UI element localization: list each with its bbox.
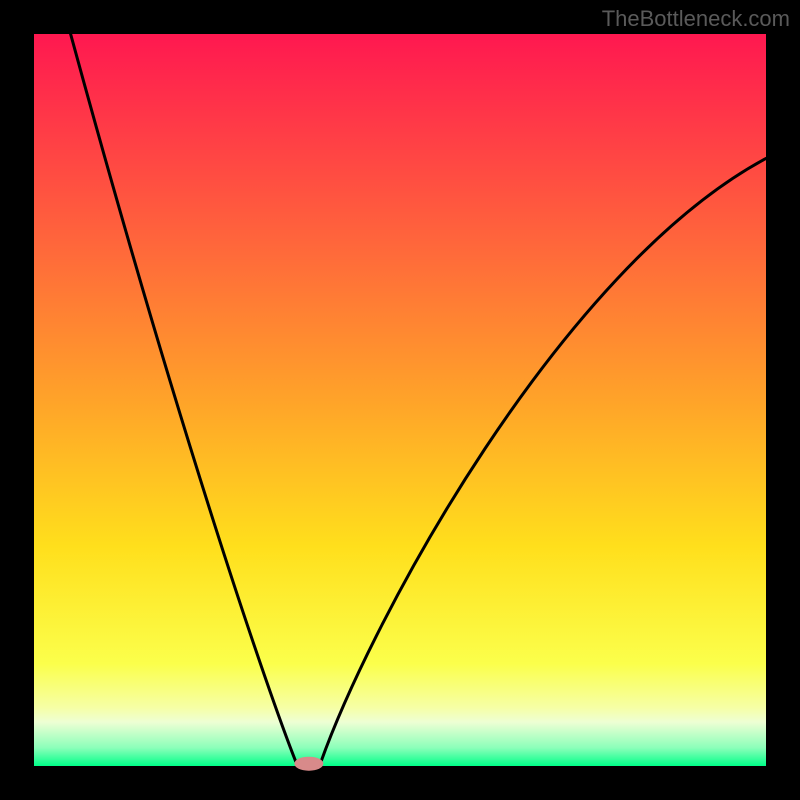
bottleneck-curve-svg [34,34,766,766]
bottleneck-curve [71,34,766,766]
chart-plot-area [34,34,766,766]
optimal-point-marker [294,756,323,771]
watermark-text: TheBottleneck.com [602,6,790,32]
